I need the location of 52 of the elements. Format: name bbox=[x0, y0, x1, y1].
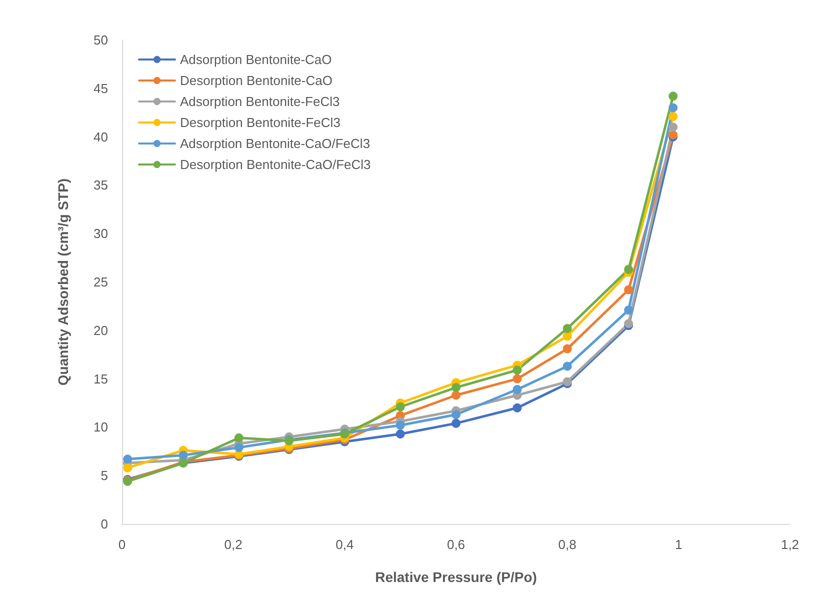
x-tick-label: 0,2 bbox=[224, 537, 242, 552]
point bbox=[123, 454, 132, 464]
point bbox=[512, 366, 522, 375]
point bbox=[624, 285, 634, 294]
point bbox=[668, 92, 678, 101]
x-tick-label: 0,8 bbox=[558, 537, 576, 552]
legend-label: Desorption Bentonite-CaO/FeCl3 bbox=[180, 157, 371, 172]
point bbox=[396, 420, 405, 430]
y-axis-title: Quantity Adsorbed (cm³/g STP) bbox=[55, 178, 71, 386]
y-tick-label: 40 bbox=[94, 129, 108, 144]
point bbox=[562, 324, 572, 333]
point bbox=[668, 122, 678, 132]
legend-label: Adsorption Bentonite-FeCl3 bbox=[180, 94, 340, 109]
x-tick-label: 0,6 bbox=[446, 537, 466, 552]
x-tick-label: 1,2 bbox=[780, 537, 800, 552]
point bbox=[668, 112, 678, 121]
y-tick-label: 30 bbox=[94, 226, 108, 242]
point bbox=[123, 463, 132, 472]
point bbox=[624, 264, 634, 274]
point bbox=[234, 443, 244, 452]
point bbox=[452, 418, 460, 428]
legend-label: Adsorption Bentonite-CaO bbox=[180, 52, 332, 67]
x-tick-label: 1 bbox=[675, 537, 682, 552]
point bbox=[562, 344, 572, 354]
point bbox=[396, 429, 405, 438]
x-tick-label: 0,4 bbox=[336, 537, 354, 552]
point bbox=[562, 362, 572, 371]
y-tick-label: 45 bbox=[94, 80, 108, 96]
point bbox=[234, 433, 244, 442]
point bbox=[668, 103, 678, 112]
point bbox=[512, 374, 522, 384]
y-tick-label: 10 bbox=[94, 420, 108, 435]
legend-label: Desorption Bentonite-FeCl3 bbox=[180, 115, 340, 130]
legend-label: Adsorption Bentonite-CaO/FeCl3 bbox=[180, 136, 370, 151]
y-tick-label: 50 bbox=[94, 32, 108, 48]
legend-label: Desorption Bentonite-CaO bbox=[180, 73, 332, 88]
y-tick-label: 20 bbox=[94, 322, 108, 338]
y-tick-label: 0 bbox=[100, 516, 108, 532]
point bbox=[624, 306, 634, 315]
point bbox=[562, 332, 572, 341]
y-tick-label: 15 bbox=[94, 371, 108, 386]
x-tick-label: 0 bbox=[118, 537, 126, 552]
y-tick-label: 5 bbox=[100, 468, 108, 484]
point bbox=[512, 403, 522, 412]
x-axis-title: Relative Pressure (P/Po) bbox=[375, 569, 537, 585]
point bbox=[452, 390, 460, 400]
point bbox=[512, 384, 522, 394]
point bbox=[452, 410, 460, 420]
point bbox=[452, 383, 460, 392]
y-tick-label: 35 bbox=[94, 178, 108, 193]
y-tick-label: 25 bbox=[94, 274, 108, 290]
point bbox=[396, 402, 405, 412]
